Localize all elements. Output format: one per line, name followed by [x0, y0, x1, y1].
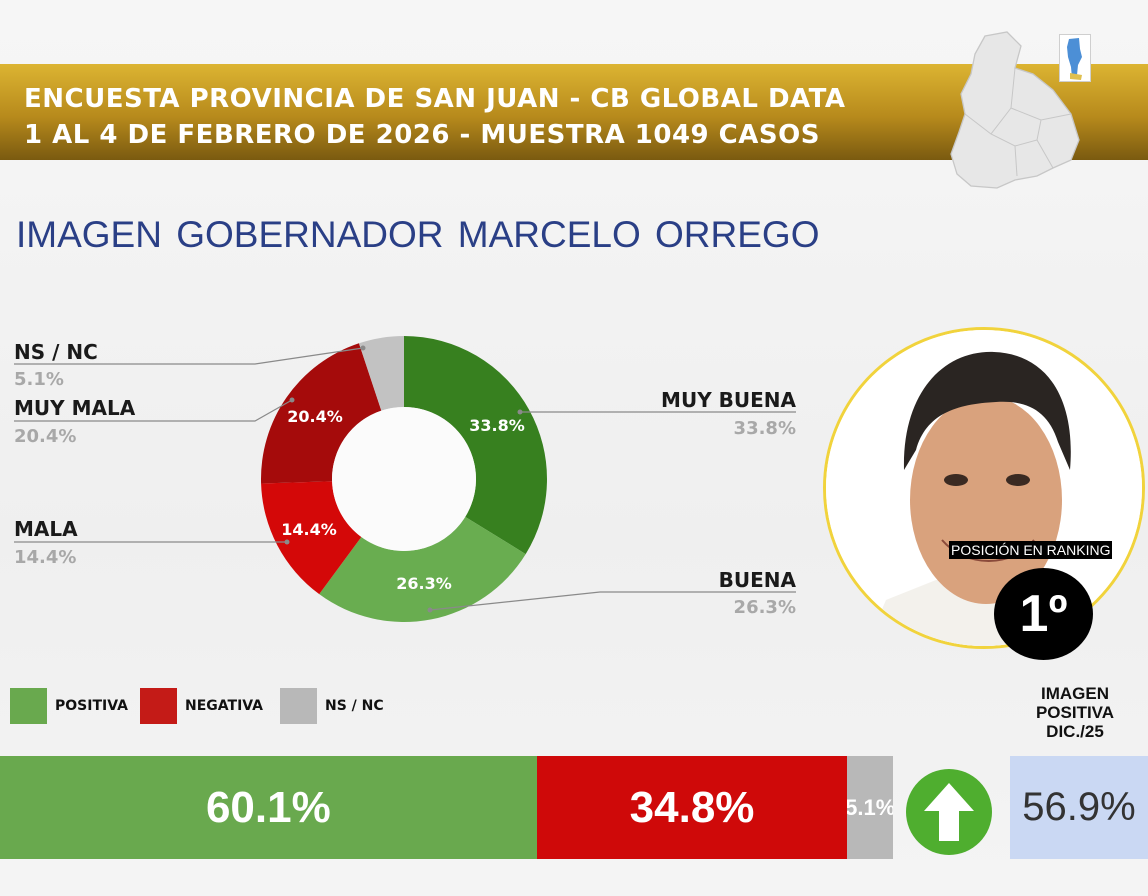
previous-title-line-3: DIC./25: [1046, 722, 1104, 741]
slice-label-muy-mala: 20.4%: [287, 407, 343, 426]
previous-image-value: 56.9%: [1010, 756, 1148, 859]
candidate-photo: [823, 327, 1145, 649]
donut-slice-mala: [261, 481, 362, 595]
bar-segment-positiva: 60.1%: [0, 756, 537, 859]
arrow-up-icon: [906, 769, 992, 855]
previous-image-title: IMAGEN POSITIVA DIC./25: [1004, 684, 1146, 741]
category-label-muy-buena: MUY BUENA: [661, 388, 796, 412]
category-label-buena: BUENA: [718, 568, 796, 592]
bar-value-ns-nc: 5.1%: [847, 794, 893, 820]
bar-value-negativa: 34.8%: [629, 782, 755, 832]
category-value-mala: 14.4%: [14, 547, 77, 568]
bar-segment-negativa: 34.8%: [536, 756, 848, 859]
legend-label-negativa: NEGATIVA: [185, 698, 263, 714]
category-value-muy-buena: 33.8%: [733, 418, 796, 439]
previous-value-text: 56.9%: [1022, 785, 1136, 829]
donut-slice-buena: [319, 516, 526, 622]
slice-label-mala: 14.4%: [281, 520, 337, 539]
category-label-ns-nc: NS / NC: [14, 340, 98, 364]
category-value-buena: 26.3%: [733, 597, 796, 618]
ranking-label: POSICIÓN EN RANKING: [949, 541, 1113, 559]
page-title: IMAGEN GOBERNADOR MARCELO ORREGO: [16, 214, 820, 255]
leader-line-ns-nc: [14, 347, 364, 365]
legend-label-ns-nc: NS / NC: [325, 698, 384, 714]
donut-hole: [332, 407, 476, 551]
leader-line-buena: [429, 591, 796, 611]
donut-slice-muy-buena: [404, 336, 547, 555]
legend-label-positiva: POSITIVA: [55, 698, 128, 714]
donut-slice-muy-mala: [261, 343, 382, 484]
previous-title-line-2: POSITIVA: [1035, 703, 1115, 722]
survey-title-line-1: ENCUESTA PROVINCIA DE SAN JUAN - CB GLOB…: [24, 84, 846, 114]
legend-swatch-negativa: [140, 688, 177, 724]
category-label-mala: MALA: [14, 517, 78, 541]
san-juan-map-icon: [950, 31, 1080, 189]
slice-label-buena: 26.3%: [396, 574, 452, 593]
ranking-position-badge: 1º: [994, 568, 1093, 660]
legend-swatch-positiva: [10, 688, 47, 724]
legend-swatch-ns-nc: [280, 688, 317, 724]
leader-line-muy-mala: [14, 399, 293, 422]
slice-label-muy-buena: 33.8%: [469, 416, 525, 435]
argentina-map-icon: [1059, 34, 1091, 82]
category-value-ns-nc: 5.1%: [14, 369, 64, 390]
previous-title-line-1: IMAGEN: [1041, 684, 1109, 703]
category-label-muy-mala: MUY MALA: [14, 396, 136, 420]
donut-slice-ns-nc: [358, 336, 404, 411]
survey-title-line-2: 1 AL 4 DE FEBRERO DE 2026 - MUESTRA 1049…: [24, 120, 820, 150]
bar-segment-ns-nc: 5.1%: [847, 756, 893, 859]
bar-value-positiva: 60.1%: [205, 782, 331, 832]
category-value-muy-mala: 20.4%: [14, 426, 77, 447]
